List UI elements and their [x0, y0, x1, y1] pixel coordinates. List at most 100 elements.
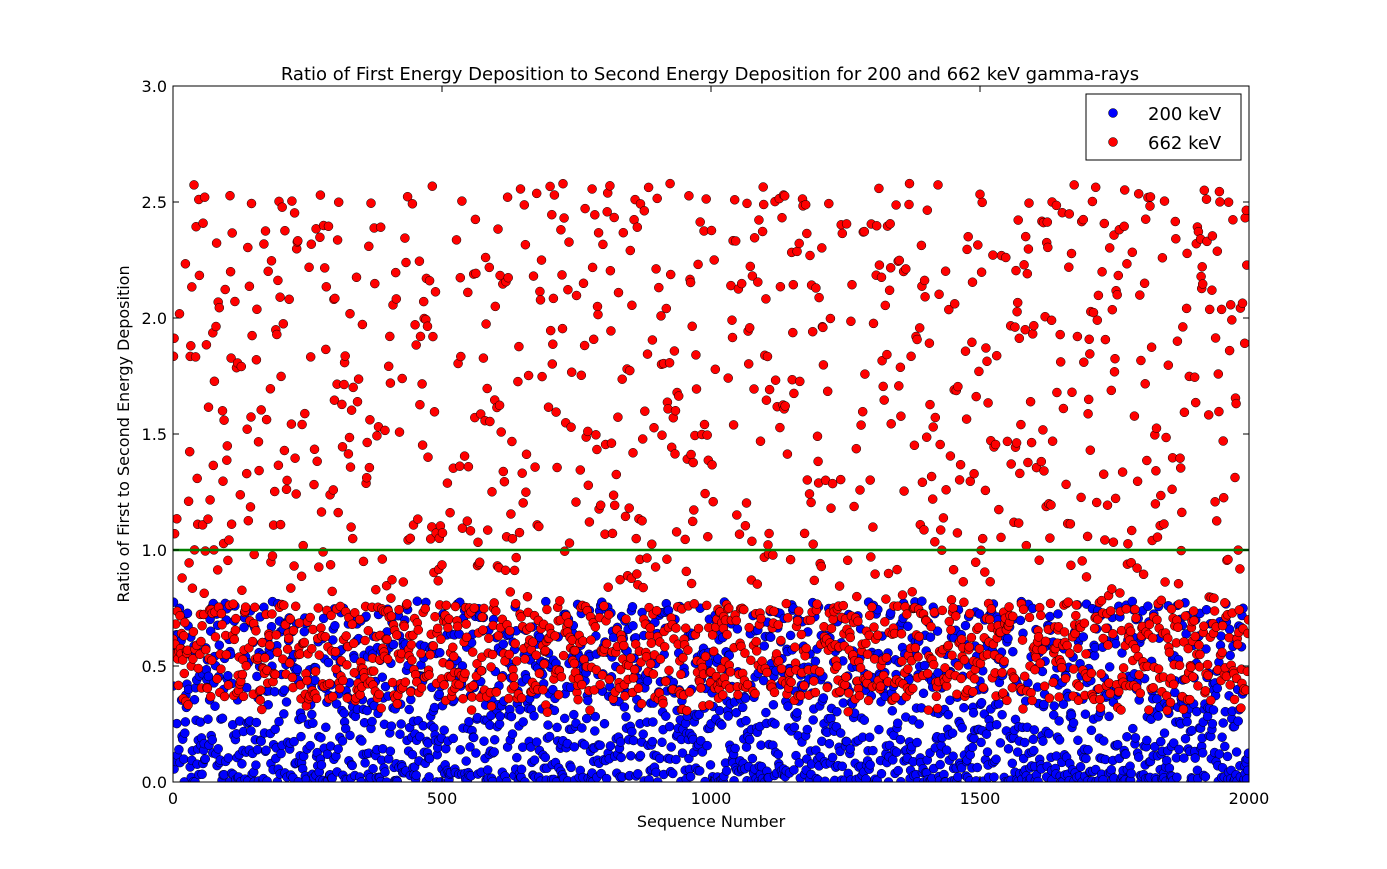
point-662kev	[571, 290, 582, 301]
point-662kev	[1188, 672, 1198, 682]
point-200kev	[308, 718, 318, 728]
point-662kev	[355, 690, 365, 700]
point-662kev	[983, 398, 993, 408]
point-662kev	[482, 383, 492, 394]
point-662kev	[1217, 647, 1227, 658]
point-662kev	[494, 400, 505, 411]
point-662kev	[768, 550, 778, 560]
point-662kev	[548, 339, 558, 349]
point-662kev	[671, 623, 681, 633]
point-662kev	[227, 228, 237, 238]
point-662kev	[251, 355, 262, 365]
point-662kev	[868, 522, 878, 532]
point-662kev	[424, 275, 435, 286]
point-662kev	[563, 618, 574, 628]
point-662kev	[293, 236, 303, 246]
point-200kev	[270, 724, 280, 735]
point-662kev	[880, 300, 891, 311]
point-200kev	[1222, 751, 1233, 762]
point-662kev	[1048, 677, 1058, 688]
point-662kev	[605, 181, 615, 191]
point-662kev	[1011, 438, 1022, 448]
point-662kev	[884, 285, 895, 296]
point-662kev	[212, 565, 223, 575]
point-662kev	[1077, 556, 1087, 566]
point-662kev	[917, 477, 928, 488]
point-662kev	[199, 192, 210, 202]
point-200kev	[789, 765, 799, 775]
point-200kev	[868, 745, 878, 756]
point-662kev	[512, 656, 522, 666]
point-662kev	[430, 287, 441, 297]
point-200kev	[647, 736, 658, 747]
point-662kev	[481, 319, 491, 329]
point-662kev	[1006, 459, 1016, 469]
point-662kev	[448, 642, 458, 653]
point-200kev	[213, 744, 223, 754]
point-662kev	[947, 650, 957, 661]
point-662kev	[1229, 694, 1240, 705]
point-662kev	[601, 638, 612, 649]
point-200kev	[1044, 728, 1054, 739]
point-200kev	[1081, 753, 1091, 764]
point-662kev	[287, 196, 297, 206]
point-662kev	[1227, 315, 1237, 325]
point-662kev	[223, 555, 233, 566]
point-662kev	[1223, 554, 1233, 565]
point-662kev	[523, 370, 534, 381]
point-200kev	[251, 717, 262, 728]
point-662kev	[794, 238, 804, 249]
point-662kev	[289, 561, 299, 571]
point-662kev	[629, 664, 640, 675]
point-662kev	[923, 705, 934, 715]
point-662kev	[509, 681, 519, 691]
point-662kev	[1203, 410, 1214, 420]
point-200kev	[590, 726, 600, 736]
point-662kev	[752, 579, 763, 589]
point-200kev	[768, 700, 779, 710]
point-200kev	[482, 765, 493, 775]
point-662kev	[730, 236, 741, 246]
point-200kev	[741, 715, 751, 726]
point-662kev	[228, 599, 239, 609]
point-662kev	[417, 440, 428, 450]
point-662kev	[199, 588, 209, 599]
point-200kev	[729, 776, 739, 782]
point-200kev	[541, 596, 551, 607]
point-200kev	[876, 768, 887, 779]
point-662kev	[1139, 278, 1150, 289]
point-662kev	[895, 362, 906, 373]
point-662kev	[473, 537, 483, 548]
point-662kev	[442, 478, 453, 488]
point-662kev	[968, 687, 978, 697]
point-662kev	[916, 240, 927, 251]
point-662kev	[1171, 234, 1181, 244]
point-662kev	[926, 621, 936, 632]
point-662kev	[1194, 662, 1205, 672]
point-662kev	[180, 617, 190, 628]
point-662kev	[203, 402, 214, 412]
point-662kev	[639, 206, 650, 216]
point-662kev	[244, 281, 255, 292]
point-200kev	[1012, 747, 1023, 757]
point-662kev	[1135, 290, 1145, 300]
point-662kev	[928, 422, 938, 432]
point-662kev	[931, 691, 942, 702]
point-662kev	[1218, 492, 1229, 503]
point-662kev	[188, 627, 199, 637]
point-200kev	[1054, 716, 1064, 726]
point-200kev	[968, 708, 979, 718]
point-662kev	[637, 434, 648, 444]
point-662kev	[880, 617, 890, 627]
point-662kev	[744, 622, 754, 633]
point-662kev	[1100, 535, 1110, 545]
point-662kev	[871, 221, 882, 231]
point-662kev	[707, 630, 718, 640]
point-662kev	[479, 603, 489, 614]
point-662kev	[1063, 597, 1073, 607]
point-662kev	[351, 272, 362, 283]
point-200kev	[1233, 716, 1243, 726]
point-200kev	[200, 754, 211, 764]
point-662kev	[689, 599, 700, 609]
point-662kev	[174, 309, 185, 319]
